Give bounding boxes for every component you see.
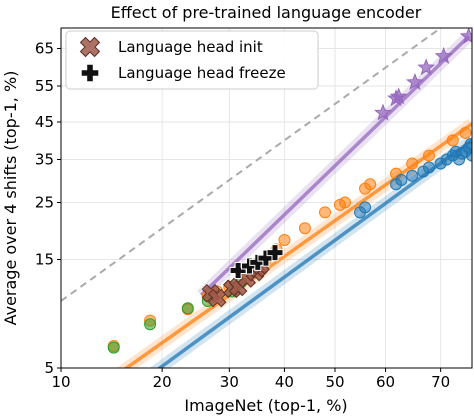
data-point-star [389, 87, 408, 105]
plot-area [61, 28, 472, 368]
fit-line [156, 138, 472, 368]
plot-frame [60, 27, 473, 369]
chart-title: Effect of pre-trained language encoder [111, 3, 422, 22]
y-tick-label: 35 [35, 150, 54, 168]
x-tick-label: 60 [376, 373, 395, 391]
y-tick-label: 5 [44, 359, 54, 377]
data-point-star [459, 28, 472, 44]
data-point-circle [464, 138, 472, 151]
y-tick-label: 65 [35, 39, 54, 57]
data-point-circle [298, 222, 311, 235]
data-point-circle [422, 149, 435, 162]
fit-line [200, 35, 470, 297]
legend-marker [79, 36, 101, 58]
data-point-star [434, 46, 453, 64]
y-tick-label: 15 [35, 251, 54, 269]
x-tick-label: 10 [51, 373, 70, 391]
y-tick-label: 25 [35, 193, 54, 211]
data-point-circle [406, 157, 419, 170]
data-point-circle [395, 173, 408, 186]
data-point-circle [107, 341, 120, 354]
legend-label: Language head init [118, 38, 263, 56]
x-tick-label: 70 [431, 373, 450, 391]
data-point-x-filled [207, 288, 227, 308]
data-point-circle [144, 318, 157, 331]
data-point-circle [406, 169, 419, 182]
x-axis: 10 20 30 40 50 60 70 [51, 368, 450, 391]
x-tick-label: 50 [325, 373, 344, 391]
data-point-star [406, 72, 424, 90]
data-point-plus-filled [266, 244, 284, 262]
data-point-circle [181, 302, 194, 315]
reference-line [61, 28, 443, 302]
x-tick-label: 30 [220, 373, 239, 391]
data-point-circle [459, 126, 472, 139]
legend: Language head init Language head freeze [65, 30, 319, 90]
y-axis-label: Average over 4 shifts (top-1, %) [1, 71, 20, 326]
legend-box [65, 30, 319, 90]
legend-label: Language head freeze [118, 64, 286, 82]
x-tick-label: 40 [275, 373, 294, 391]
y-tick-label: 55 [35, 77, 54, 95]
data-point-star [417, 58, 436, 76]
y-tick-label: 45 [35, 113, 54, 131]
data-point-circle [338, 196, 351, 209]
data-point-circle [466, 149, 472, 162]
data-point-circle [278, 233, 291, 246]
legend-marker [80, 63, 100, 83]
data-point-circle [422, 161, 435, 174]
x-axis-label: ImageNet (top-1, %) [184, 396, 347, 415]
data-point-circle [364, 178, 377, 191]
data-point-circle [446, 134, 459, 147]
data-point-star [374, 103, 392, 121]
x-tick-label: 20 [153, 373, 172, 391]
y-axis: 5 15 25 35 45 55 65 [35, 39, 61, 377]
data-point-circle [359, 201, 372, 214]
data-point-circle [319, 206, 332, 219]
